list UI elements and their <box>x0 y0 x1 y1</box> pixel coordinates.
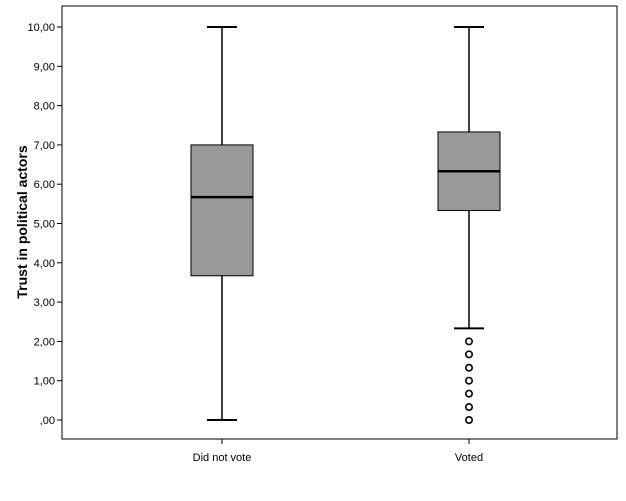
y-tick-label: 4,00 <box>34 258 55 270</box>
outlier-point <box>464 403 473 412</box>
outlier-point <box>464 337 473 346</box>
outlier-point <box>464 415 473 424</box>
outlier-point <box>464 350 473 359</box>
y-tick-label: ,00 <box>40 415 55 427</box>
box-group <box>437 26 501 424</box>
x-category-label: Did not vote <box>193 452 252 464</box>
y-tick-label: 2,00 <box>34 336 55 348</box>
y-tick-label: 8,00 <box>34 101 55 113</box>
outlier-point <box>464 363 473 372</box>
y-axis-title: Trust in political actors <box>14 145 30 298</box>
plot-frame <box>61 5 618 440</box>
y-tick-label: 5,00 <box>34 219 55 231</box>
outlier-point <box>464 376 473 385</box>
y-tick-label: 10,00 <box>27 22 55 34</box>
iqr-box <box>190 144 254 277</box>
y-axis: ,00 1,00 2,00 3,00 4,00 5,00 6,00 7,00 8,00 9,00 1… <box>27 22 62 427</box>
box-group <box>190 26 254 421</box>
y-tick-label: 3,00 <box>34 297 55 309</box>
y-tick-label: 7,00 <box>34 140 55 152</box>
x-axis: Did not vote Voted <box>193 439 483 464</box>
outlier-point <box>464 389 473 398</box>
y-tick-label: 6,00 <box>34 179 55 191</box>
y-tick-label: 1,00 <box>34 376 55 388</box>
x-category-label: Voted <box>455 452 483 464</box>
boxes <box>190 26 501 424</box>
y-tick-label: 9,00 <box>34 61 55 73</box>
